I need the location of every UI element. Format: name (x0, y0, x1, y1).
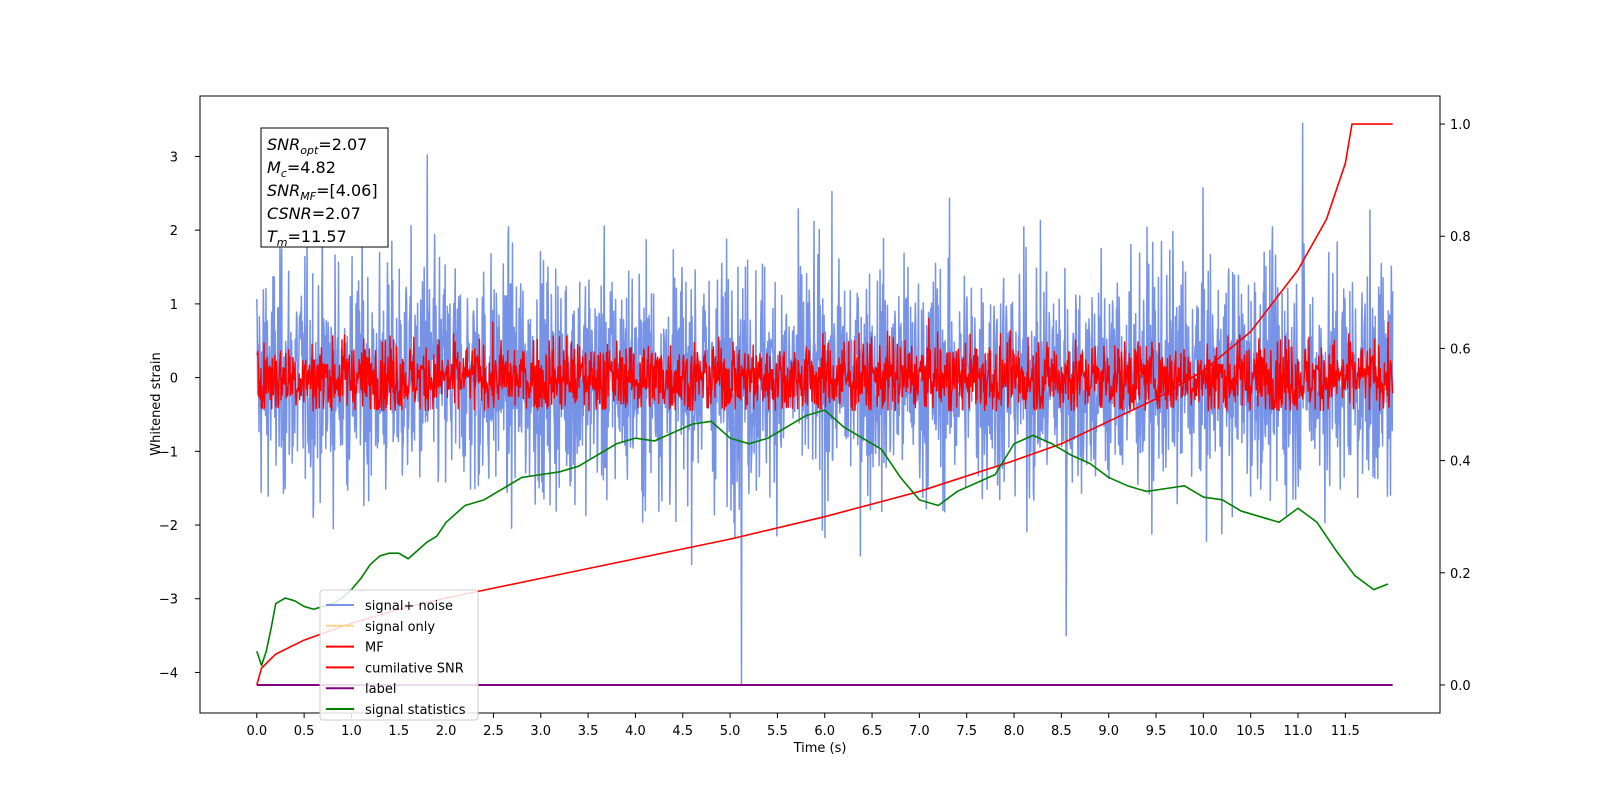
x-tick-label: 10.5 (1236, 724, 1265, 739)
x-tick-label: 3.0 (530, 724, 551, 739)
x-tick-label: 5.5 (767, 724, 788, 739)
x-tick-label: 0.5 (294, 724, 315, 739)
x-tick-label: 8.5 (1051, 724, 1072, 739)
info-line: SNRMF=[4.06] (267, 181, 378, 203)
legend-label: cumilative SNR (365, 661, 464, 676)
x-tick-label: 1.0 (341, 724, 362, 739)
y-axis-left: −4 −3 −2 −1 0 1 2 3 (159, 150, 200, 681)
y-tick-label: 0 (170, 372, 178, 387)
y2-tick-label: 0.6 (1450, 342, 1471, 357)
x-tick-label: 5.0 (720, 724, 741, 739)
x-tick-label: 3.5 (578, 724, 599, 739)
info-line: Mc=4.82 (267, 158, 336, 180)
y2-tick-label: 0.0 (1450, 679, 1471, 694)
y-tick-label: −1 (159, 445, 178, 460)
legend-label: signal statistics (365, 703, 466, 718)
y-tick-label: 3 (170, 150, 178, 165)
x-tick-label: 4.5 (672, 724, 693, 739)
x-tick-label: 0.0 (246, 724, 267, 739)
y-tick-label: −3 (159, 593, 178, 608)
info-line: CSNR=2.07 (267, 204, 361, 223)
x-tick-label: 6.5 (862, 724, 883, 739)
x-tick-label: 8.0 (1004, 724, 1025, 739)
x-axis-label: Time (s) (793, 741, 847, 756)
x-tick-label: 6.0 (814, 724, 835, 739)
y2-tick-label: 0.4 (1450, 455, 1471, 470)
legend-label: signal+ noise (365, 599, 453, 614)
y-axis-label: Whitened strain (149, 352, 164, 455)
y2-tick-label: 1.0 (1450, 118, 1471, 133)
y-tick-label: −2 (159, 519, 178, 534)
legend-label: label (365, 682, 396, 697)
axes-frame (199, 95, 1441, 714)
y2-tick-label: 0.8 (1450, 230, 1471, 245)
x-tick-label: 4.0 (625, 724, 646, 739)
y-tick-label: 1 (170, 298, 178, 313)
y2-tick-label: 0.2 (1450, 567, 1471, 582)
info-line: Tm=11.57 (267, 227, 347, 249)
x-tick-label: 7.0 (909, 724, 930, 739)
info-line: SNRopt=2.07 (267, 135, 367, 157)
x-tick-label: 2.0 (436, 724, 457, 739)
x-tick-label: 1.5 (388, 724, 409, 739)
series-line-mf (256, 317, 1394, 412)
x-axis: 0.0 0.5 1.0 1.5 2.0 2.5 3.0 3.5 4.0 4.5 5.0 5.5 6.0 6… (246, 713, 1360, 739)
y-tick-label: 2 (170, 224, 178, 239)
x-tick-label: 2.5 (483, 724, 504, 739)
legend-label: MF (365, 641, 384, 656)
legend-label: signal only (365, 620, 435, 635)
x-tick-label: 7.5 (956, 724, 977, 739)
x-tick-label: 11.0 (1284, 724, 1313, 739)
legend-frame (319, 589, 479, 721)
x-tick-label: 11.5 (1331, 724, 1360, 739)
legend: signal+ noise signal only MF cumilative SNR… (319, 589, 479, 721)
info-box-frame (260, 127, 389, 248)
y-axis-right: 0.0 0.2 0.4 0.6 0.8 1.0 (1440, 118, 1471, 694)
x-tick-label: 9.0 (1098, 724, 1119, 739)
x-tick-label: 9.5 (1146, 724, 1167, 739)
x-tick-label: 10.0 (1189, 724, 1218, 739)
y-tick-label: −4 (159, 666, 178, 681)
